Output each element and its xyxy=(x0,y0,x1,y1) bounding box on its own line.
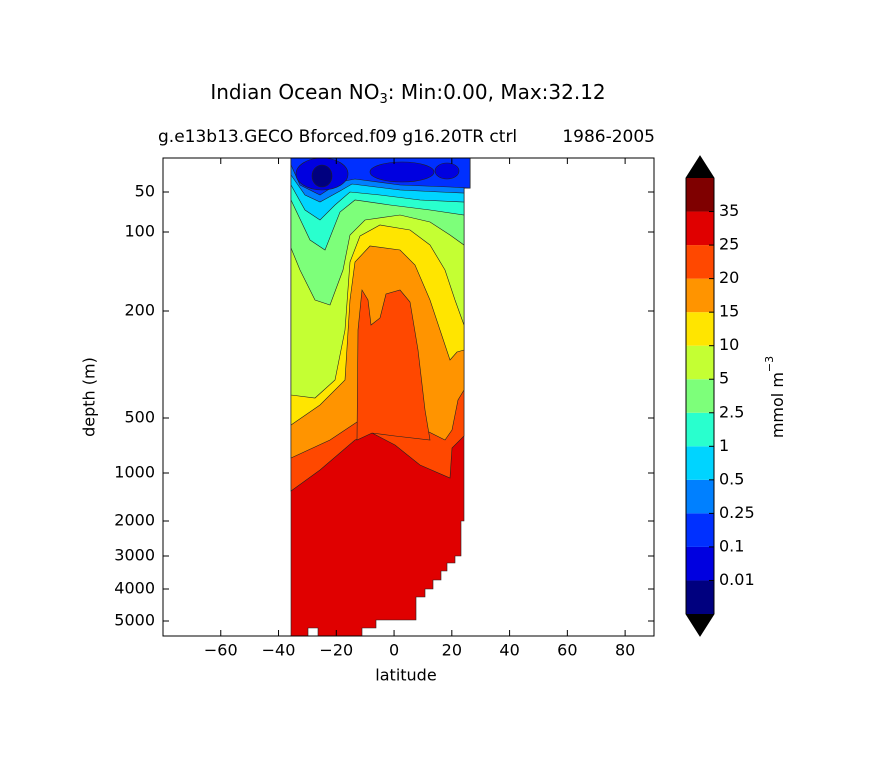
contour-region xyxy=(311,164,333,188)
x-tick-label: −60 xyxy=(204,641,238,660)
x-tick-label: 0 xyxy=(389,641,399,660)
colorbar-band xyxy=(686,379,714,413)
contour-region xyxy=(369,161,435,183)
contour-region xyxy=(434,162,460,180)
x-tick-label: −20 xyxy=(319,641,353,660)
colorbar-band xyxy=(686,546,714,581)
colorbar-tick-label: 15 xyxy=(719,302,739,321)
x-tick-label: 60 xyxy=(557,641,577,660)
colorbar-tick-label: 35 xyxy=(719,201,739,220)
colorbar-band xyxy=(686,211,714,246)
colorbar-tick-label: 5 xyxy=(719,369,729,388)
title-part: : Min:0.00, Max:32.12 xyxy=(388,80,606,104)
y-axis-label: depth (m) xyxy=(80,357,99,437)
colorbar-tick-label: 2.5 xyxy=(719,402,744,421)
colorbar-tick-label: 20 xyxy=(719,268,739,287)
colorbar-band xyxy=(686,245,714,279)
x-tick-label: −40 xyxy=(262,641,296,660)
y-tick-label: 2000 xyxy=(114,511,155,530)
colorbar-label-exponent: −3 xyxy=(763,356,776,372)
y-tick-label: 100 xyxy=(124,222,155,241)
colorbar-tick-label: 0.01 xyxy=(719,570,755,589)
subtitle-left: g.e13b13.GECO Bforced.f09 g16.20TR ctrl xyxy=(158,127,517,147)
title-part: Indian Ocean NO xyxy=(210,80,379,104)
y-tick-label: 50 xyxy=(135,182,155,201)
y-tick-label: 500 xyxy=(124,408,155,427)
colorbar-tick-label: 0.1 xyxy=(719,536,744,555)
y-tick-label: 3000 xyxy=(114,546,155,565)
colorbar-band xyxy=(686,580,714,614)
colorbar-label: mmol m−3 xyxy=(763,356,787,438)
colorbar-band xyxy=(686,479,714,514)
colorbar-band xyxy=(686,412,714,447)
x-tick-label: 40 xyxy=(499,641,519,660)
colorbar-extend-min xyxy=(686,614,714,636)
x-axis-label: latitude xyxy=(375,666,436,685)
contour-region xyxy=(356,289,431,441)
x-tick-label: 80 xyxy=(615,641,635,660)
y-tick-label: 1000 xyxy=(114,463,155,482)
x-tick-label: 20 xyxy=(442,641,462,660)
subtitle-right: 1986-2005 xyxy=(562,127,655,147)
plot-frame xyxy=(162,157,655,637)
colorbar-band xyxy=(686,278,714,313)
colorbar-tick-label: 25 xyxy=(719,235,739,254)
colorbar-extend-max xyxy=(686,156,714,178)
colorbar-band xyxy=(686,178,714,212)
colorbar-band xyxy=(686,345,714,380)
contour-field xyxy=(290,157,471,637)
title-subscript: 3 xyxy=(379,92,387,107)
colorbar-label-text: mmol m xyxy=(768,372,787,438)
colorbar-tick-label: 0.25 xyxy=(719,503,755,522)
colorbar-frame xyxy=(685,155,715,637)
colorbar-tick-label: 1 xyxy=(719,436,729,455)
colorbar-band xyxy=(686,446,714,480)
colorbar-tick-label: 0.5 xyxy=(719,469,744,488)
y-tick-label: 5000 xyxy=(114,611,155,630)
colorbar-tick-label: 10 xyxy=(719,335,739,354)
colorbar-band xyxy=(686,312,714,346)
y-tick-label: 200 xyxy=(124,301,155,320)
chart-title: Indian Ocean NO3: Min:0.00, Max:32.12 xyxy=(210,80,605,107)
y-tick-label: 4000 xyxy=(114,579,155,598)
colorbar-band xyxy=(686,513,714,547)
